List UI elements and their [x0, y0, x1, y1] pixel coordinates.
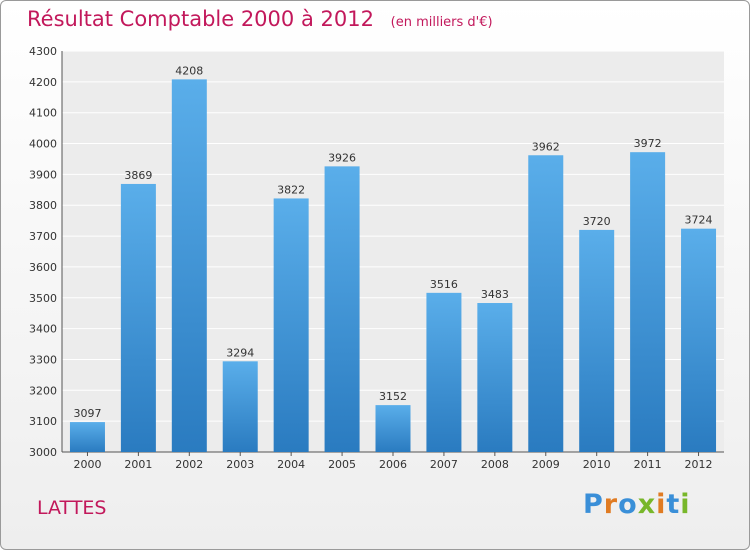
- chart-title-text: Résultat Comptable 2000 à 2012: [27, 7, 374, 31]
- y-tick-label: 3800: [29, 199, 57, 212]
- bar-2007: [426, 292, 462, 452]
- data-label-2004: 3822: [277, 183, 305, 196]
- x-tick-label-2011: 2011: [634, 458, 662, 471]
- y-tick-label: 3400: [29, 323, 57, 336]
- y-tick-label: 4000: [29, 138, 57, 151]
- y-tick-label: 3000: [29, 446, 57, 459]
- logo-letter: r: [603, 489, 619, 520]
- bar-2009: [528, 155, 564, 452]
- y-tick-label: 3200: [29, 384, 57, 397]
- data-label-2011: 3972: [634, 137, 662, 150]
- x-tick-label-2000: 2000: [73, 458, 101, 471]
- city-label: LATTES: [37, 497, 107, 519]
- data-label-2008: 3483: [481, 288, 509, 301]
- data-label-2002: 4208: [175, 64, 203, 77]
- data-label-2001: 3869: [124, 169, 152, 182]
- data-label-2007: 3516: [430, 278, 458, 291]
- logo-letter: x: [637, 489, 657, 520]
- x-tick-label-2001: 2001: [124, 458, 152, 471]
- x-tick-label-2003: 2003: [226, 458, 254, 471]
- x-tick-label-2002: 2002: [175, 458, 203, 471]
- bar-2008: [477, 303, 513, 452]
- y-tick-label: 3300: [29, 353, 57, 366]
- data-label-2005: 3926: [328, 151, 356, 164]
- bar-2005: [324, 166, 360, 452]
- y-tick-label: 3700: [29, 230, 57, 243]
- x-tick-label-2006: 2006: [379, 458, 407, 471]
- data-label-2010: 3720: [583, 215, 611, 228]
- bar-2000: [69, 422, 105, 452]
- y-tick-label: 3100: [29, 415, 57, 428]
- y-tick-label: 4100: [29, 107, 57, 120]
- logo-letter: t: [666, 489, 681, 520]
- y-tick-label: 3900: [29, 168, 57, 181]
- bar-2006: [375, 405, 411, 452]
- data-label-2003: 3294: [226, 346, 254, 359]
- proxiti-logo: Proxiti: [583, 489, 691, 520]
- x-tick-label-2005: 2005: [328, 458, 356, 471]
- data-label-2006: 3152: [379, 390, 407, 403]
- y-tick-label: 3500: [29, 292, 57, 305]
- bar-2012: [681, 228, 717, 452]
- y-tick-label: 3600: [29, 261, 57, 274]
- bar-2002: [171, 79, 207, 452]
- data-label-2009: 3962: [532, 140, 560, 153]
- x-tick-label-2004: 2004: [277, 458, 305, 471]
- logo-letter: P: [583, 489, 604, 520]
- data-label-2000: 3097: [73, 407, 101, 420]
- bar-2011: [630, 152, 666, 452]
- logo-letter: o: [618, 489, 638, 520]
- x-tick-label-2008: 2008: [481, 458, 509, 471]
- x-tick-label-2007: 2007: [430, 458, 458, 471]
- chart-subtitle: (en milliers d'€): [390, 15, 493, 30]
- bar-2010: [579, 229, 615, 452]
- x-tick-label-2010: 2010: [583, 458, 611, 471]
- logo-letter: i: [680, 489, 691, 520]
- bar-2003: [222, 361, 258, 452]
- x-tick-label-2009: 2009: [532, 458, 560, 471]
- y-tick-label: 4200: [29, 76, 57, 89]
- bar-2001: [120, 183, 156, 452]
- logo-letter: i: [656, 489, 667, 520]
- chart-title: Résultat Comptable 2000 à 2012 (en milli…: [27, 7, 493, 31]
- bar-2004: [273, 198, 309, 452]
- data-label-2012: 3724: [685, 214, 713, 227]
- x-tick-label-2012: 2012: [685, 458, 713, 471]
- y-tick-label: 4300: [29, 45, 57, 58]
